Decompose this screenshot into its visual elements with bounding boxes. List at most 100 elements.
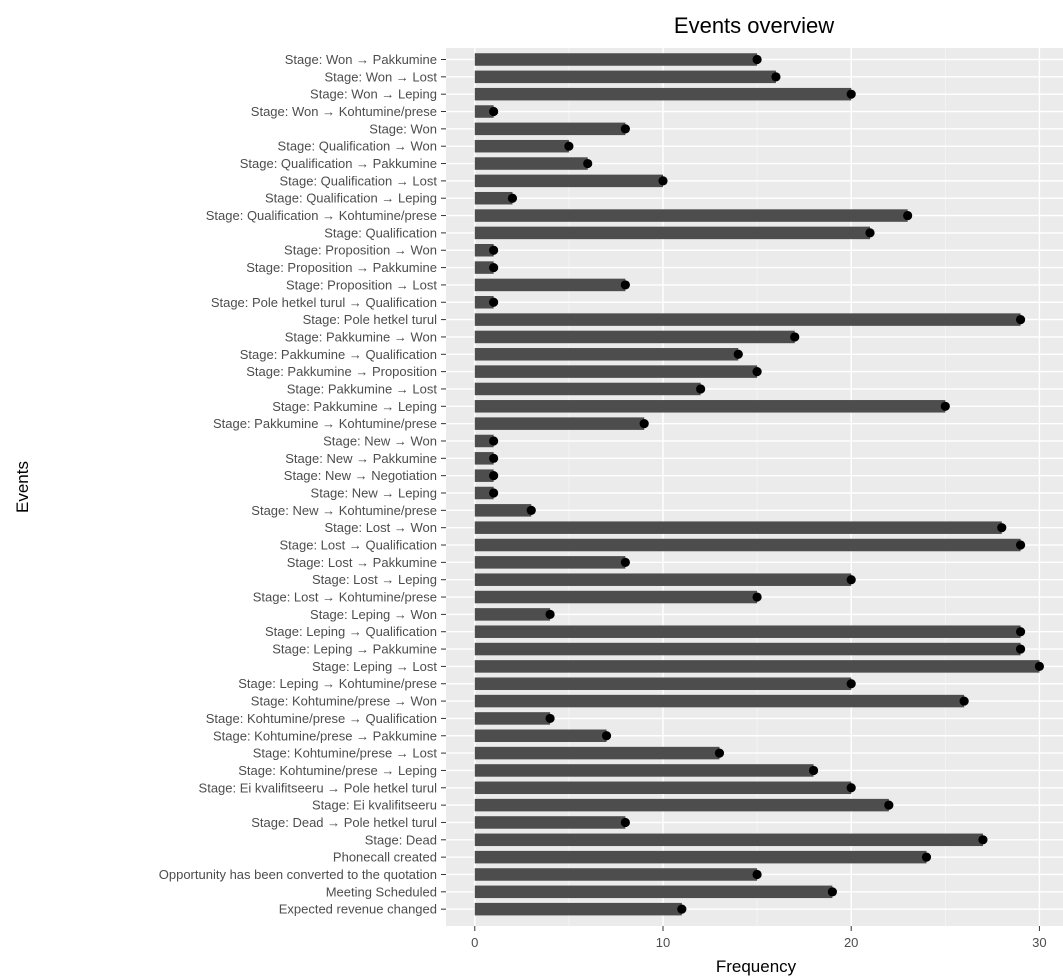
bar <box>474 504 532 517</box>
bar-end-point <box>752 592 762 602</box>
bar-end-point <box>1015 627 1026 637</box>
category-label: Stage: Won → Leping <box>310 87 437 102</box>
bar-end-point <box>771 72 781 82</box>
bar-end-point <box>526 505 536 515</box>
bar <box>474 278 626 292</box>
bar-end-point <box>620 557 630 567</box>
bar <box>474 434 494 448</box>
bar-end-point <box>752 367 762 377</box>
bar <box>474 694 965 708</box>
bar-end-point <box>903 210 913 221</box>
bar <box>474 486 494 500</box>
category-label: Stage: Ei kvalifitseeru → Pole hetkel tu… <box>199 780 438 795</box>
bar <box>474 174 663 188</box>
bar-end-point <box>940 401 950 411</box>
bar <box>474 226 871 240</box>
x-tick-label: 0 <box>471 935 478 950</box>
category-label: Stage: Qualification → Kohtumine/prese <box>206 208 437 223</box>
bar <box>474 677 852 690</box>
bar-end-point <box>846 783 856 793</box>
bar-end-point <box>489 436 499 446</box>
bar <box>474 868 758 881</box>
category-label: Stage: Lost → Won <box>325 520 438 535</box>
bar-end-point <box>846 679 856 689</box>
y-axis-ticks: Stage: Won → Pakkumine Stage: Won → Lost S… <box>159 52 446 917</box>
bar <box>474 191 513 205</box>
bar-end-point <box>489 262 499 273</box>
bar <box>474 833 983 847</box>
bars <box>474 53 1040 916</box>
bar-end-point <box>752 54 762 65</box>
bar <box>474 87 852 101</box>
bar <box>474 313 1021 326</box>
bar <box>474 902 682 916</box>
bar <box>474 746 720 760</box>
category-label: Stage: Dead <box>365 832 437 847</box>
category-label: Stage: Pole hetkel turul → Qualification <box>211 295 437 310</box>
bar-end-point <box>827 887 837 897</box>
category-label: Stage: Pakkumine → Proposition <box>246 364 437 379</box>
category-label: Expected revenue changed <box>279 902 437 917</box>
category-label: Stage: Pakkumine → Lost <box>287 381 438 396</box>
bar-end-point <box>1034 661 1044 672</box>
category-label: Stage: New → Pakkumine <box>285 451 437 466</box>
bar-end-point <box>489 245 499 255</box>
bar-end-point <box>507 193 518 203</box>
category-label: Stage: Pakkumine → Qualification <box>240 347 437 362</box>
bar <box>474 469 494 482</box>
bar <box>474 417 645 430</box>
x-tick-label: 20 <box>844 935 858 950</box>
bar <box>474 590 758 604</box>
category-label: Stage: New → Won <box>323 433 437 448</box>
bar-end-point <box>714 748 725 758</box>
category-label: Stage: Leping → Lost <box>312 659 437 674</box>
category-label: Stage: Kohtumine/prese → Won <box>251 694 437 709</box>
category-label: Stage: Proposition → Pakkumine <box>246 260 437 275</box>
bar-end-point <box>1015 644 1026 654</box>
y-axis-title: Events <box>13 461 32 513</box>
bar-end-point <box>545 713 555 724</box>
bar <box>474 400 946 413</box>
bar <box>474 122 626 136</box>
bar <box>474 729 607 743</box>
category-label: Stage: Leping → Qualification <box>265 624 437 639</box>
category-label: Stage: Leping → Kohtumine/prese <box>238 676 437 691</box>
category-label: Stage: Kohtumine/prese → Leping <box>238 763 437 778</box>
bar-end-point <box>583 158 593 169</box>
bar <box>474 712 551 725</box>
bar <box>474 139 569 153</box>
bar <box>474 556 626 569</box>
category-label: Stage: Proposition → Lost <box>286 277 437 292</box>
bar <box>474 243 494 257</box>
bar-end-point <box>489 471 499 481</box>
bar <box>474 330 795 344</box>
bar-end-point <box>808 765 819 776</box>
category-label: Meeting Scheduled <box>326 884 437 899</box>
bar-end-point <box>733 349 743 359</box>
category-label: Phonecall created <box>333 850 437 865</box>
category-label: Stage: Qualification → Lost <box>279 173 437 188</box>
plot-panel <box>446 48 1063 926</box>
bar-end-point <box>677 904 687 914</box>
x-tick-label: 10 <box>656 935 670 950</box>
category-label: Stage: Qualification → Pakkumine <box>240 156 437 171</box>
category-label: Stage: Pakkumine → Won <box>285 329 437 344</box>
bar-end-point <box>959 696 969 706</box>
category-label: Stage: Ei kvalifitseeru <box>312 798 437 813</box>
bar-end-point <box>846 575 856 585</box>
bar <box>474 365 758 378</box>
category-label: Stage: Kohtumine/prese → Qualification <box>206 711 437 726</box>
bar <box>474 521 1002 534</box>
bar-end-point <box>601 731 612 741</box>
bar <box>474 573 852 586</box>
category-label: Stage: New → Negotiation <box>284 468 437 483</box>
bar-end-point <box>752 869 762 880</box>
bar-end-point <box>564 141 574 151</box>
category-label: Stage: Pakkumine → Leping <box>272 399 437 414</box>
category-label: Stage: New → Leping <box>311 486 437 501</box>
category-label: Stage: Won → Kohtumine/prese <box>251 104 437 119</box>
bar <box>474 53 758 66</box>
category-label: Stage: Won → Pakkumine <box>285 52 437 67</box>
bar-end-point <box>884 800 894 810</box>
bar-end-point <box>978 835 988 845</box>
